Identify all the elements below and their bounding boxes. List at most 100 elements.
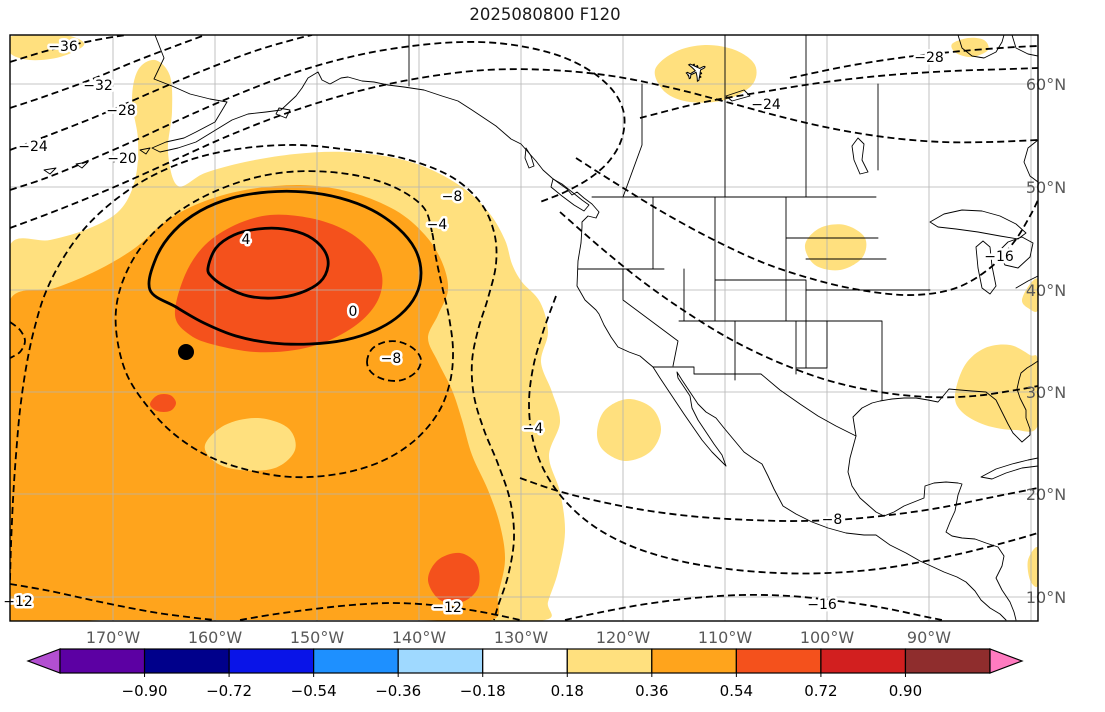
lat-axis-label: 30°N [1026, 383, 1066, 402]
lon-axis-label: 160°W [188, 628, 243, 647]
colorbar-band [904, 648, 991, 674]
contour-label: −4 [427, 217, 448, 233]
contour-label: −16 [984, 249, 1014, 265]
dashed-contour [519, 477, 1038, 522]
lat-axis-label: 50°N [1026, 178, 1066, 197]
contour-label: −8 [381, 351, 402, 367]
colorbar-extend-left [26, 648, 61, 674]
political-borders-path [408, 35, 931, 437]
dashed-contour [789, 45, 1038, 79]
colorbar-tick-label: −0.18 [460, 682, 506, 700]
contour-label: −12 [3, 594, 33, 610]
dashed-contour [10, 68, 1038, 229]
dashed-contour [575, 157, 1038, 296]
dashed-contour [366, 340, 422, 382]
dashed-contour [10, 41, 626, 203]
shaded-region [427, 552, 480, 604]
shaded-region [596, 398, 662, 462]
lon-axis-label: 150°W [290, 628, 345, 647]
colorbar-tick-label: −0.72 [206, 682, 252, 700]
dashed-contour [10, 35, 206, 109]
gulf-atlantic-coastline-path [847, 360, 1038, 621]
colorbar-band [482, 648, 568, 674]
lat-axis-label: 60°N [1026, 75, 1066, 94]
contour-label: 0 [349, 304, 358, 320]
colorbar: −0.90 −0.72 −0.54 −0.36 −0.18 0.18 0.36 0.54 0.7… [26, 648, 1024, 700]
contour-label: −16 [807, 597, 837, 613]
lat-axis-label: 20°N [1026, 485, 1066, 504]
contour-label: −28 [106, 103, 136, 119]
colorbar-tick-label: −0.90 [122, 682, 168, 700]
shaded-region [174, 214, 383, 353]
dashed-contours [10, 35, 1038, 621]
dashed-contour [559, 211, 1038, 399]
dashed-contour [10, 583, 216, 621]
lon-axis-label: 110°W [698, 628, 753, 647]
lon-axis-label: 130°W [494, 628, 549, 647]
contour-label: −28 [914, 50, 944, 66]
shaded-region [204, 417, 296, 471]
target-dot-marker [178, 344, 194, 360]
colorbar-band [143, 648, 230, 674]
shaded-region [149, 393, 176, 412]
colorbar-band [651, 648, 737, 674]
geography [43, 35, 1038, 621]
contour-label: −24 [18, 139, 48, 155]
contour-label: −36 [48, 39, 78, 55]
colorbar-band [397, 648, 484, 674]
solid-contours [147, 189, 423, 346]
colorbar-extend-right [989, 648, 1024, 674]
lon-axis-label: 90°W [907, 628, 951, 647]
colorbar-band [313, 648, 399, 674]
map-frame [9, 34, 1039, 622]
shaded-region [1027, 547, 1038, 588]
colorbar-tick-label: 0.54 [720, 682, 753, 700]
dashed-contour [10, 321, 26, 359]
colorbar-band [566, 648, 653, 674]
contour-label: −24 [751, 97, 781, 113]
contour-labels: −36 −32 −28 −24 −20 −24 −28 −4 −8 −8 −4 −8 −12 −12 −16… [1, 37, 1017, 619]
lat-axis-label: 10°N [1026, 588, 1066, 607]
dashed-contour [564, 593, 943, 621]
lon-axis-label: 120°W [596, 628, 651, 647]
dashed-contour [639, 67, 1038, 119]
shaded-region [804, 224, 867, 271]
contour-label: −32 [83, 78, 113, 94]
shaded-region [1021, 278, 1038, 312]
shaded-regions [10, 35, 1038, 621]
lat-axis-label: 40°N [1026, 281, 1066, 300]
contour-label: −20 [107, 151, 137, 167]
dashed-contour [10, 35, 127, 63]
contour-label: −4 [523, 421, 544, 437]
dashed-contour [10, 35, 313, 151]
chart-title: 2025080800 F120 [469, 5, 620, 24]
colorbar-tick-label: 0.18 [551, 682, 584, 700]
lon-axis-label: 100°W [800, 628, 855, 647]
colorbar-tick-label: −0.54 [291, 682, 337, 700]
lon-axis-label: 140°W [392, 628, 447, 647]
dashed-contour [114, 170, 454, 479]
solid-contour [206, 226, 330, 300]
axis-labels: 170°W 160°W 150°W 140°W 130°W 120°W 110°W 100°W… [86, 75, 1066, 647]
colorbar-band [228, 648, 315, 674]
dashed-contour [10, 144, 515, 621]
colorbar-tick-label: −0.36 [375, 682, 421, 700]
colorbar-tick-label: 0.90 [889, 682, 922, 700]
colorbar-band [59, 648, 146, 674]
shaded-region [10, 184, 506, 621]
colorbar-tick-label: 0.72 [804, 682, 837, 700]
pacific-coastline-path [151, 35, 1007, 621]
colorbar-tick-label: 0.36 [635, 682, 668, 700]
contour-label: −8 [822, 512, 843, 528]
contour-label: −12 [432, 600, 462, 616]
islands-path [43, 107, 1038, 480]
lon-axis-label: 170°W [86, 628, 141, 647]
colorbar-band [735, 648, 822, 674]
shaded-region [10, 35, 85, 61]
contour-label: −8 [442, 189, 463, 205]
colorbar-band [820, 648, 907, 674]
shaded-region [654, 44, 757, 103]
lakes-path [725, 35, 1038, 295]
